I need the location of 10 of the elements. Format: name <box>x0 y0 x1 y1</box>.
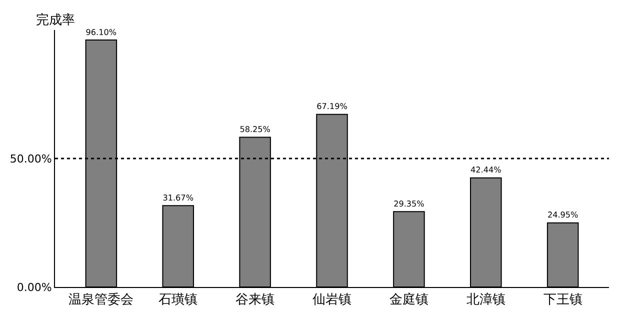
x-tick-label: 谷来镇 <box>236 292 275 308</box>
x-tick-label: 下王镇 <box>543 292 582 308</box>
x-tick-label: 石璜镇 <box>158 292 198 308</box>
x-tick-label: 温泉管委会 <box>68 292 134 308</box>
x-tick-label: 金庭镇 <box>389 292 428 308</box>
x-tick-label: 北漳镇 <box>466 292 506 308</box>
y-tick-label: 0.00% <box>16 280 52 294</box>
x-tick-label: 仙岩镇 <box>312 292 352 308</box>
y-tick-label: 50.00% <box>10 152 52 166</box>
y-axis-title: 完成率 <box>36 12 75 28</box>
